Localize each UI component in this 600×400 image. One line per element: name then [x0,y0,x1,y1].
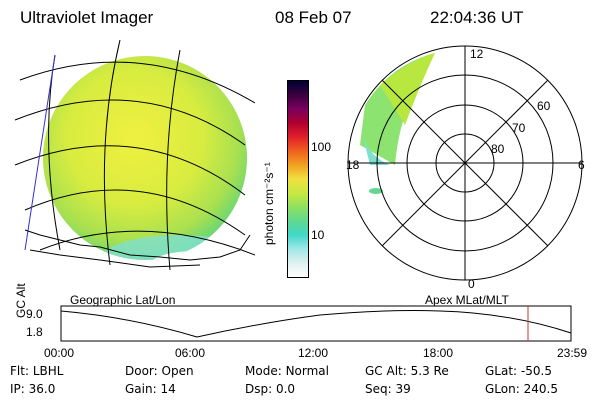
mlt-label-12: 12 [470,47,484,61]
status-glon: GLon: 240.5 [485,382,558,396]
mlt-label-0: 0 [468,277,475,291]
coastline [24,229,251,268]
status-glat: GLat: -50.5 [485,364,552,378]
altitude-ytick-1-8: 1.8 [26,325,43,339]
colorbar-tick-100: 100 [311,140,332,154]
x-tick-1200: 12:00 [298,346,329,360]
status-flt: Flt: LBHL [10,364,64,378]
mlat-label-70: 70 [512,121,526,135]
earth-disk [43,56,247,260]
polar-image-panel [347,45,583,281]
x-tick-0600: 06:00 [175,346,206,360]
colorbar-unit-label: photon cm⁻²s⁻¹ [262,162,276,245]
altitude-ytick-9: 9.0 [26,307,43,321]
status-mode: Mode: Normal [245,364,329,378]
geo-panel-caption: Geographic Lat/Lon [70,293,176,307]
status-dsp: Dsp: 0.0 [245,382,296,396]
terminator-line [24,54,56,251]
altitude-curve [60,310,572,338]
status-gc-alt: GC Alt: 5.3 Re [365,364,449,378]
x-tick-0000: 00:00 [44,346,75,360]
observation-time: 22:04:36 UT [430,8,524,27]
x-tick-2359: 23:59 [557,346,588,360]
status-door: Door: Open [125,364,194,378]
colorbar-tick-10: 10 [311,228,325,242]
mlt-label-18: 18 [346,158,360,172]
mlt-label-6: 6 [578,158,585,172]
polar-panel-caption: Apex MLat/MLT [425,293,509,307]
geographic-image-panel [14,39,256,271]
altitude-plot [60,305,572,342]
polar-grid [347,45,583,281]
status-ip: IP: 36.0 [10,382,56,396]
observation-date: 08 Feb 07 [275,8,352,27]
status-gain: Gain: 14 [125,382,176,396]
mlat-label-80: 80 [491,142,505,156]
instrument-title: Ultraviolet Imager [20,8,154,27]
status-seq: Seq: 39 [365,382,411,396]
mlat-label-60: 60 [537,99,551,113]
x-tick-1800: 18:00 [423,346,454,360]
intensity-colorbar [287,80,309,278]
